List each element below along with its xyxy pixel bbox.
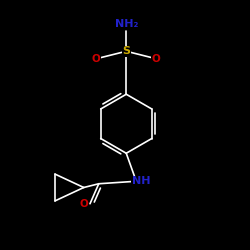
Text: O: O [92,54,100,64]
Text: O: O [79,199,88,209]
Text: NH: NH [132,176,150,186]
Text: O: O [152,54,160,64]
Text: S: S [122,46,130,56]
Text: NH₂: NH₂ [114,19,138,29]
